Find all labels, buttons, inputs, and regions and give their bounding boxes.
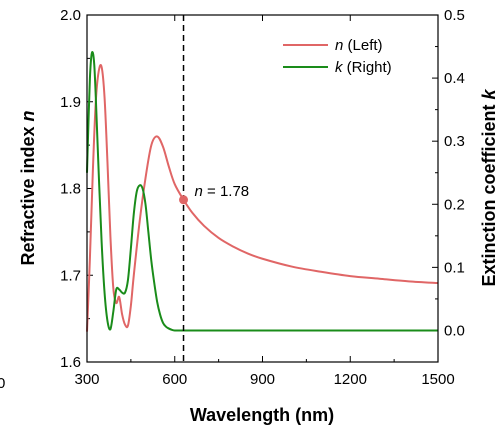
legend-label-n: n (Left) xyxy=(335,37,383,54)
annotation-layer: n = 1.78 xyxy=(179,15,249,362)
x-tick-label: 1200 xyxy=(334,371,367,388)
x-tick-label: 1500 xyxy=(421,371,454,388)
tick-layer: 300 600 900 1200 1500 1.6 1.7 1.8 1.9 2.0 0.0 0.1 0.… xyxy=(60,7,465,388)
y-right-tick-label: 0.3 xyxy=(444,133,465,150)
plot-frame xyxy=(86,14,439,363)
point-annotation-label: n = 1.78 xyxy=(195,183,250,200)
series-line-k xyxy=(86,51,438,332)
legend-label-k: k (Right) xyxy=(335,59,392,76)
x-tick-label: 600 xyxy=(162,371,187,388)
series-layer xyxy=(86,51,439,332)
highlight-point xyxy=(179,195,189,205)
y-left-tick-label: 1.6 xyxy=(60,354,81,371)
y-left-tick-label: 1.7 xyxy=(60,267,81,284)
series-line-n xyxy=(86,63,439,332)
stray-tick-label: 0 xyxy=(0,375,5,392)
y-right-tick-label: 0.0 xyxy=(444,322,465,339)
y-left-tick-label: 1.9 xyxy=(60,94,81,111)
y-right-tick-label: 0.4 xyxy=(444,70,465,87)
y-right-tick-label: 0.1 xyxy=(444,259,465,276)
x-tick-label: 300 xyxy=(74,371,99,388)
y-left-tick-label: 2.0 xyxy=(60,7,81,24)
legend: n (Left) k (Right) xyxy=(283,37,392,76)
x-tick-label: 900 xyxy=(250,371,275,388)
y-left-axis-label: Refractive index n xyxy=(18,110,38,265)
y-left-tick-label: 1.8 xyxy=(60,181,81,198)
y-right-tick-label: 0.2 xyxy=(444,196,465,213)
y-right-tick-label: 0.5 xyxy=(444,7,465,24)
y-right-axis-label: Extinction coefficient k xyxy=(479,88,499,286)
x-axis-label: Wavelength (nm) xyxy=(190,405,334,425)
